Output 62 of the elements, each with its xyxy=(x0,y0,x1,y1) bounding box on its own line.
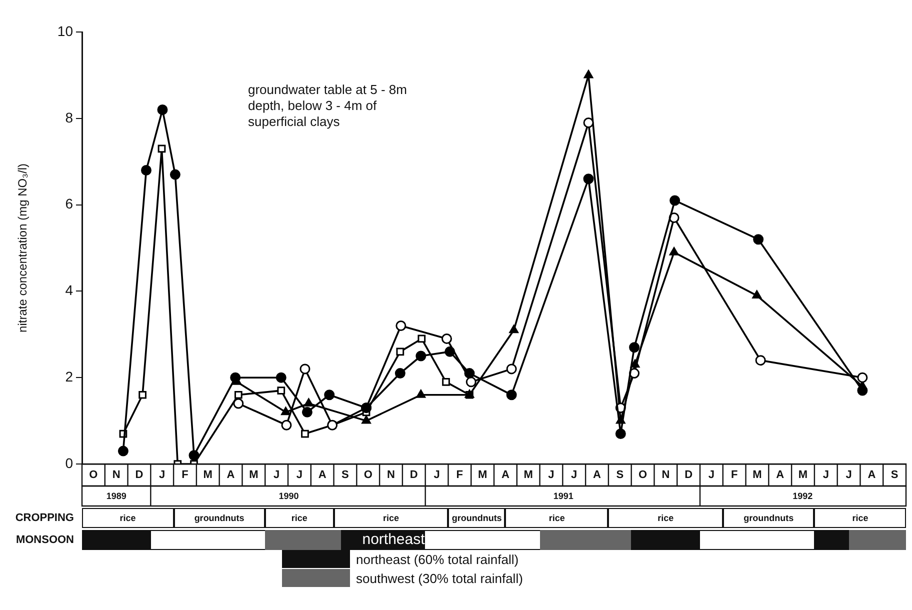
text: CROPPING xyxy=(14,512,74,524)
text: A xyxy=(501,469,510,482)
text: D xyxy=(410,469,418,482)
text: O xyxy=(89,469,98,482)
shaded-strip: northeast xyxy=(82,530,906,550)
text: A xyxy=(318,469,326,482)
text: J xyxy=(846,469,852,482)
text: A xyxy=(593,469,602,482)
text: M xyxy=(798,469,808,482)
y-tick-label: 0 xyxy=(65,454,74,471)
y-tick-label: 2 xyxy=(65,368,74,384)
text: S xyxy=(616,469,624,482)
text: northeast (60% total rainfall) xyxy=(356,552,519,566)
x-tick-label: 1989 xyxy=(106,490,126,501)
y-tick-label: 10 xyxy=(57,22,74,39)
y-tick-label: 8 xyxy=(65,109,74,126)
y-tick-label: 4 xyxy=(65,282,74,298)
text: A xyxy=(226,469,235,482)
text: O xyxy=(364,469,373,482)
x-tick-label: 1990 xyxy=(278,490,299,501)
text: M xyxy=(752,469,762,482)
text: rice xyxy=(505,508,608,528)
text: F xyxy=(182,469,189,482)
text: D xyxy=(684,469,693,482)
text: N xyxy=(387,469,396,482)
text: M xyxy=(478,469,488,482)
text: S xyxy=(342,469,349,482)
text: N xyxy=(112,469,120,482)
text: F xyxy=(456,469,464,482)
text: M xyxy=(524,469,533,482)
text: J xyxy=(273,469,280,482)
text: F xyxy=(730,469,738,482)
text: S xyxy=(890,469,898,482)
text: groundnuts xyxy=(448,508,506,528)
text: A xyxy=(868,469,876,482)
text: groundnuts xyxy=(174,508,266,528)
y-tick-label: 6 xyxy=(65,196,74,212)
text: N xyxy=(662,469,670,482)
text: M xyxy=(203,469,212,482)
text: southwest (30% total rainfall) xyxy=(356,570,523,586)
y-axis-title: nitrate concentration (mg NO₃/l) xyxy=(16,164,30,332)
text: J xyxy=(434,469,440,482)
text: M xyxy=(249,469,258,482)
text: rice xyxy=(265,508,334,528)
text: rice xyxy=(82,508,174,528)
x-tick-label: 1992 xyxy=(792,490,813,501)
text: rice xyxy=(334,508,448,528)
text: groundnuts xyxy=(722,508,814,528)
text: rice xyxy=(814,508,906,528)
text: O xyxy=(638,469,648,482)
text: rice xyxy=(608,508,723,528)
text: J xyxy=(159,469,166,482)
x-tick-label: 1991 xyxy=(553,490,574,501)
text: J xyxy=(822,469,829,482)
text: J xyxy=(296,469,303,482)
text: J xyxy=(571,469,578,482)
text: MONSOON xyxy=(14,534,74,546)
text: D xyxy=(135,469,144,482)
text: J xyxy=(548,469,554,482)
text: A xyxy=(776,469,784,482)
annotation: groundwater table at 5 - 8m depth, below 3 - 4m of superficial clays xyxy=(248,82,408,130)
text: J xyxy=(708,469,715,482)
